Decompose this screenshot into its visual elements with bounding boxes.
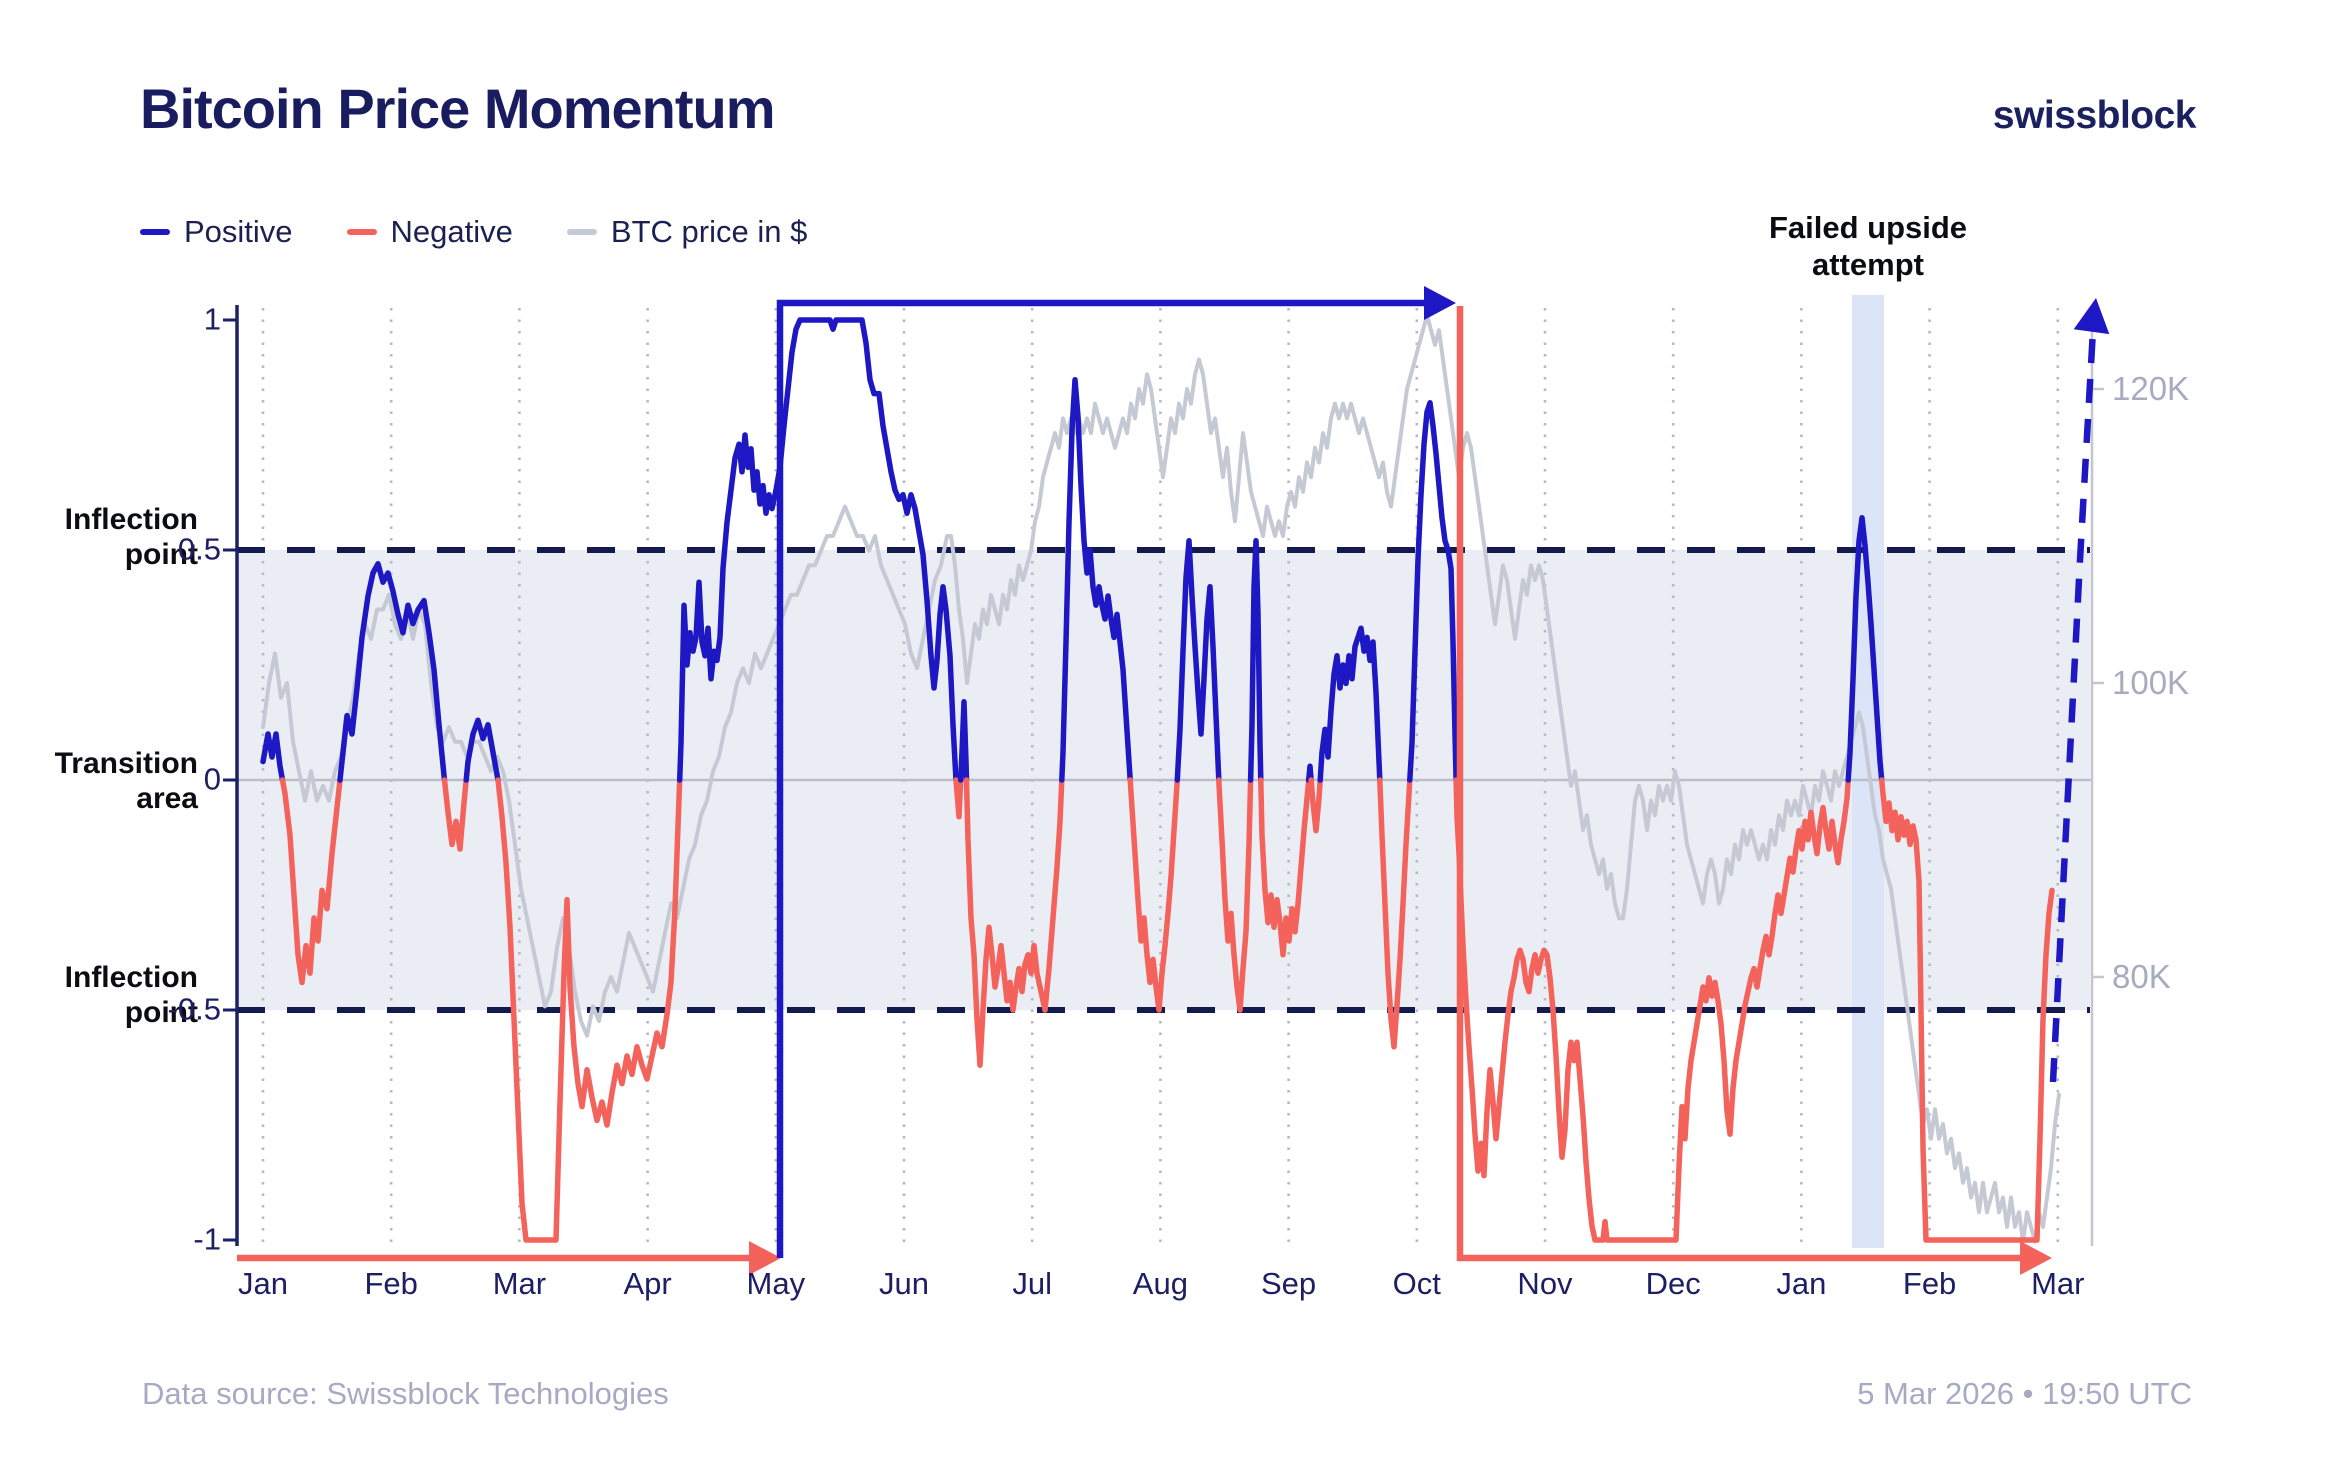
projection-dashed-arrow-arrowhead-icon [2073,298,2110,335]
y-axis-label--0.5: -0.5 [167,991,221,1027]
btc-price-line [261,313,2061,1244]
momentum-negative-segment [441,777,469,852]
month-label-6-Jul: Jul [1012,1266,1053,1301]
momentum-negative-segment [1127,777,1181,1013]
momentum-negative-segment [953,777,964,820]
chart-legend: Positive Negative BTC price in $ [140,214,807,250]
legend-item-btc-price: BTC price in $ [566,214,808,250]
positive-phase-arrow-may-oct-arrowhead-icon [1424,286,1456,320]
month-label-5-Jun: Jun [879,1266,929,1301]
month-label-1-Feb: Feb [364,1266,418,1301]
btc-price-swatch-icon [566,229,597,235]
momentum-positive-segment [1845,515,1885,783]
swissblock-logo: swissblock [1992,94,2197,137]
month-label-2-Mar: Mar [492,1266,547,1301]
page-title: Bitcoin Price Momentum [140,77,776,140]
momentum-negative-segment [1308,777,1323,834]
legend-label-positive: Positive [184,214,293,249]
month-label-8-Sep: Sep [1261,1266,1317,1301]
y-axis-label-0: 0 [203,761,221,797]
annotation-transition-area: Transition area [54,747,198,816]
annotation-inflection-point-upper: Inflection point [64,503,198,572]
month-label-11-Dec: Dec [1645,1266,1701,1301]
momentum-negative-segment [1453,777,1851,1243]
momentum-positive-segment [337,561,448,783]
price-axis-label-100K: 100K [2112,664,2190,701]
momentum-positive-segment [463,717,501,783]
momentum-positive-segment [1174,538,1222,783]
momentum-positive-segment [260,731,286,783]
momentum-positive-segment [1305,763,1314,783]
legend-item-negative: Negative [346,214,513,250]
y-axis-label--1: -1 [193,1221,221,1257]
negative-line-swatch-icon [346,229,377,235]
momentum-negative-segment [1377,777,1413,1050]
momentum-negative-segment [495,777,683,1243]
month-label-3-Apr: Apr [623,1266,672,1301]
momentum-negative-segment [1258,777,1312,958]
price-axis-label-120K: 120K [2112,370,2190,407]
legend-label-negative: Negative [390,214,513,249]
month-label-7-Aug: Aug [1132,1266,1188,1301]
month-label-10-Nov: Nov [1517,1266,1573,1301]
annotation-inflection-point-lower: Inflection point [64,961,198,1030]
negative-phase-arrow-oct-mar-arrowhead-icon [2020,1241,2052,1275]
momentum-negative-segment [1878,777,2055,1243]
timestamp: 5 Mar 2026 • 19:50 UTC [1857,1376,2192,1411]
negative-phase-arrow-oct-mar-line [1456,306,2020,1262]
legend-label-btc-price: BTC price in $ [610,214,808,249]
month-label-4-May: May [746,1266,806,1301]
momentum-positive-segment [1247,538,1264,783]
y-axis-label-0.5: 0.5 [177,531,221,567]
negative-phase-arrow-jan-may-arrowhead-icon [749,1241,781,1275]
positive-phase-arrow-may-oct-line [776,299,1424,1258]
momentum-positive-segment [957,699,970,783]
month-label-12-Jan: Jan [1776,1266,1827,1301]
y-axis-label-1: 1 [203,301,221,337]
month-label-13-Feb: Feb [1902,1266,1957,1301]
momentum-negative-segment [1216,777,1254,1013]
legend-item-positive: Positive [140,214,293,250]
momentum-negative-segment [963,777,1065,1068]
month-label-9-Oct: Oct [1392,1266,1441,1301]
annotation-failed-upside-attempt: Failed upside attempt [1768,210,1968,282]
data-source-note: Data source: Swissblock Technologies [142,1376,669,1411]
month-label-0-Jan: Jan [238,1266,288,1301]
projection-dashed-arrow-line [2049,329,2097,1083]
month-label-14-Mar: Mar [2031,1266,2085,1301]
positive-line-swatch-icon [140,229,170,235]
momentum-negative-segment [279,777,343,986]
momentum-positive-segment [1059,377,1133,783]
momentum-positive-segment [676,317,959,783]
momentum-positive-segment [1317,625,1383,783]
momentum-positive-segment [1407,400,1459,783]
price-axis-label-80K: 80K [2112,958,2171,995]
